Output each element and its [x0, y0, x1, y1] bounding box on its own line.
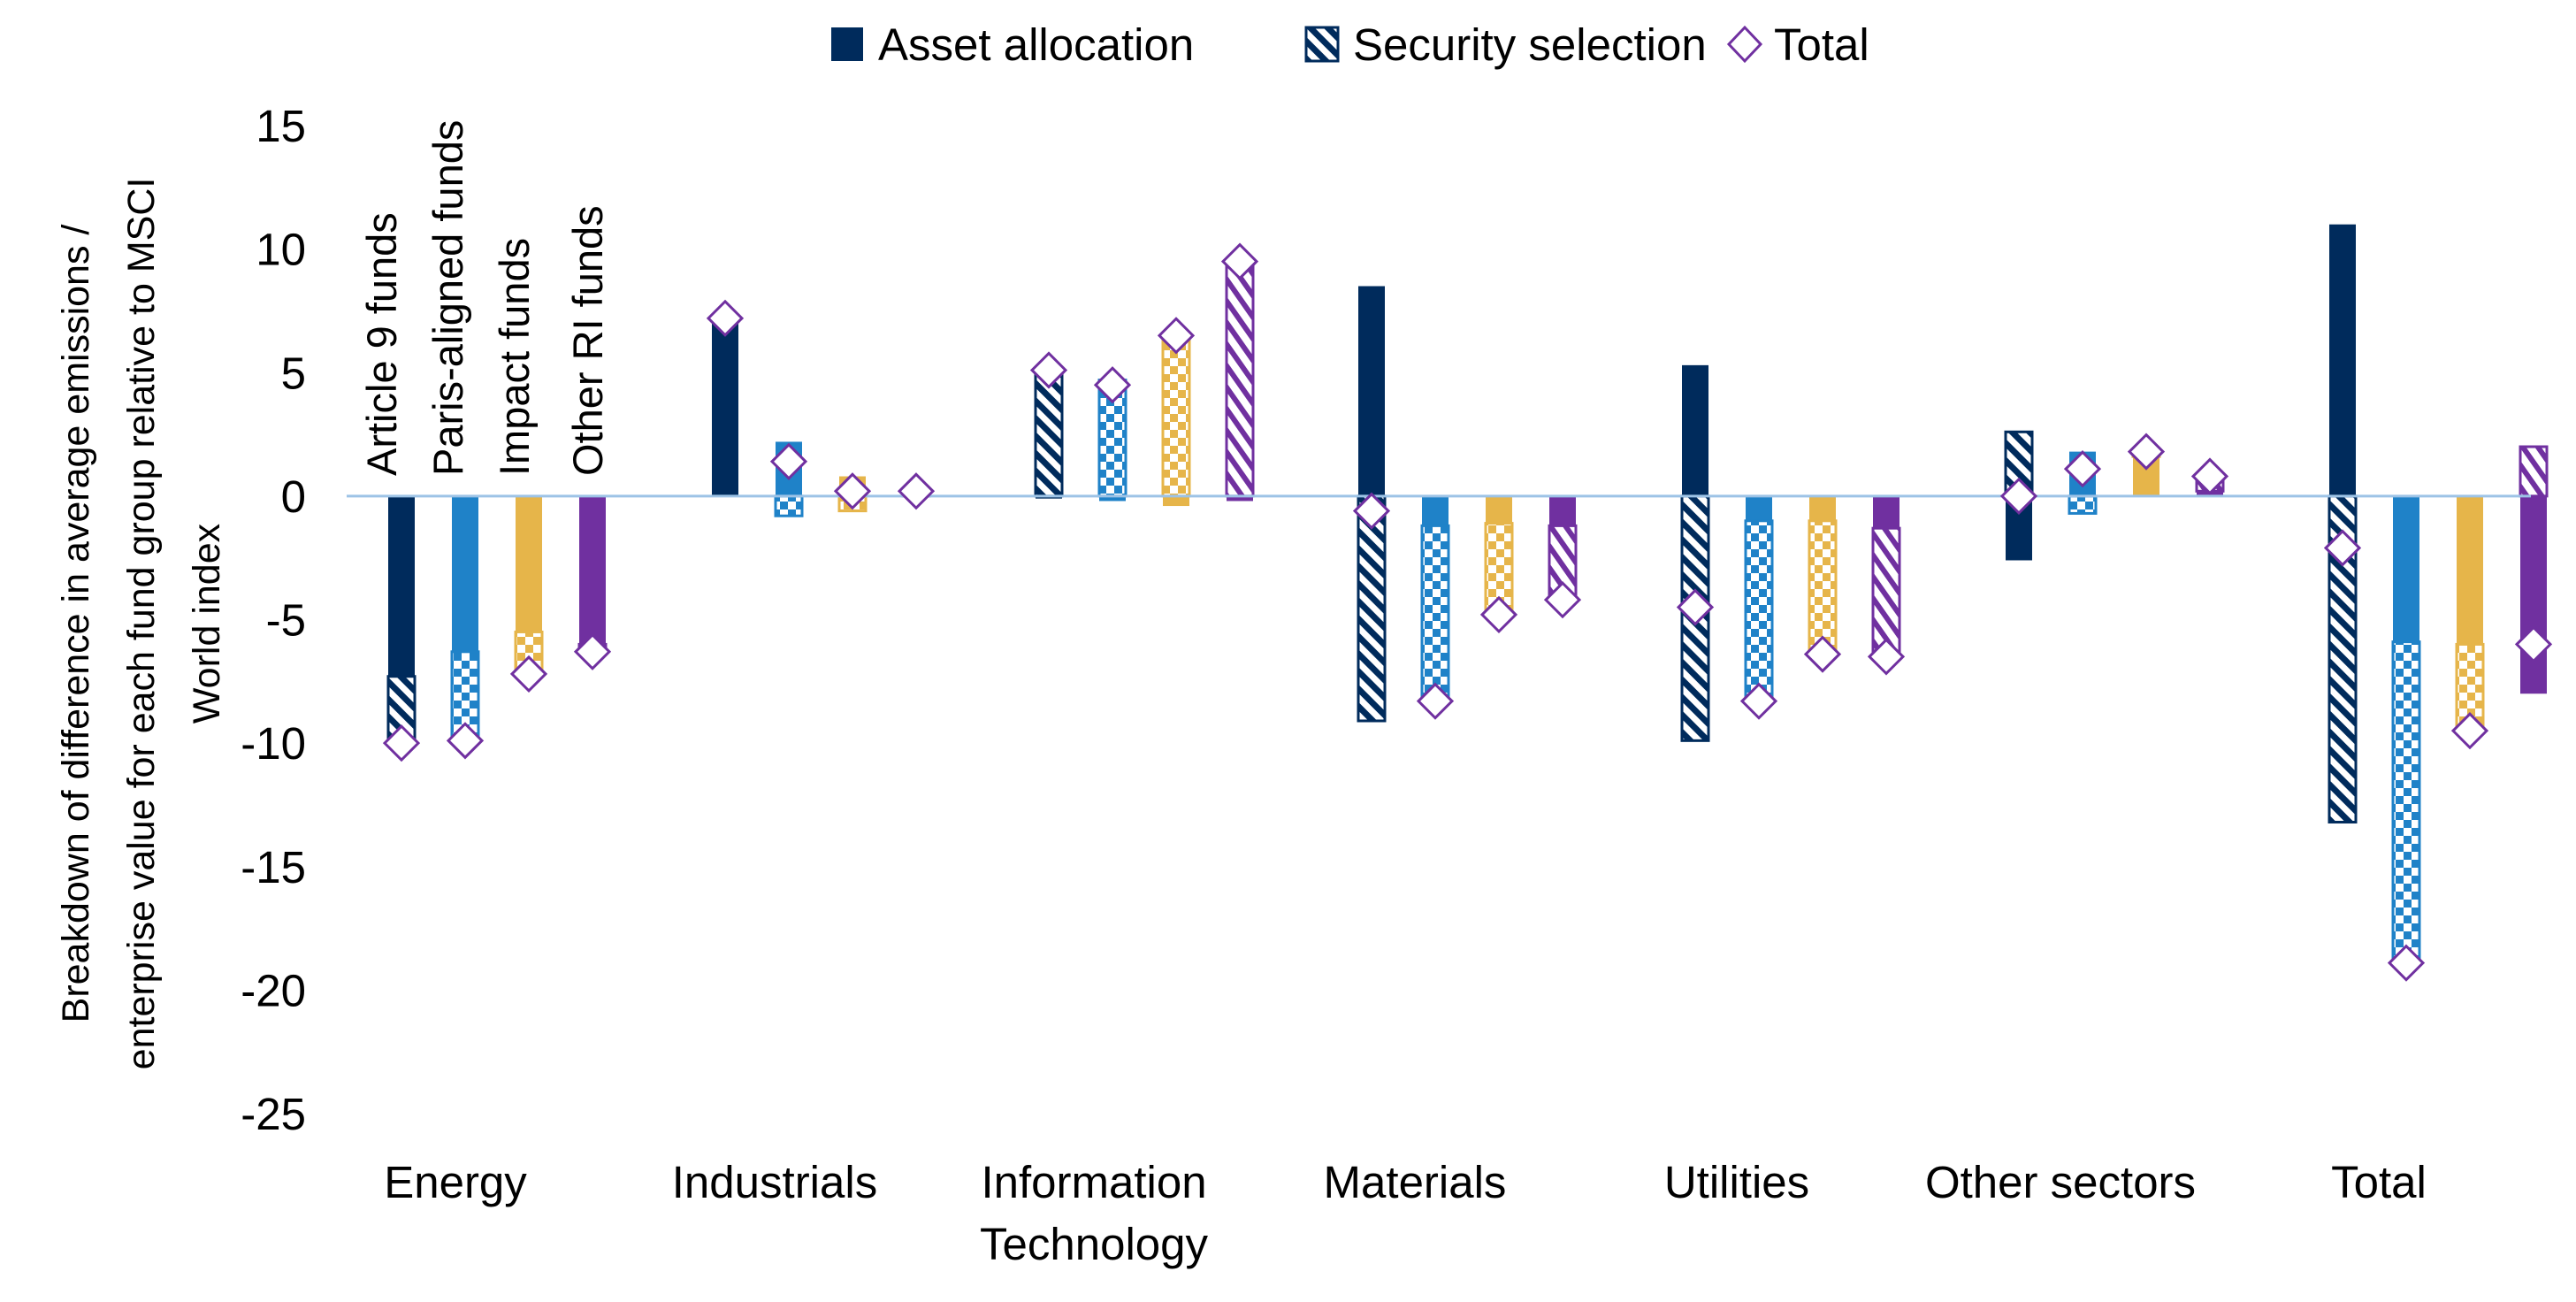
category-label-energy: Energy	[384, 1157, 527, 1207]
bar-security-materials-article-9-funds	[1357, 494, 1387, 723]
y-tick-label: ‑25	[241, 1089, 306, 1139]
total-marker-total-impact-funds	[2450, 712, 2489, 750]
total-marker-industrials-other-ri-funds	[897, 472, 936, 510]
total-marker-information-technology-paris-aligned-funds	[1093, 366, 1132, 404]
category-label-information-technology: Information	[981, 1157, 1206, 1207]
bar-asset-materials-paris-aligned-funds	[1422, 495, 1449, 526]
bar-asset-utilities-paris-aligned-funds	[1746, 495, 1772, 521]
y-axis-label-line-3: World index	[186, 523, 228, 724]
bar-asset-information-technology-impact-funds	[1163, 495, 1189, 507]
bar-security-total-other-ri-funds	[2519, 445, 2549, 498]
total-marker-materials-paris-aligned-funds	[1416, 682, 1455, 720]
bar-security-industrials-paris-aligned-funds	[774, 494, 804, 517]
bar-security-other-sectors-paris-aligned-funds	[2068, 494, 2098, 515]
total-markers	[382, 242, 2553, 982]
legend-total-label: Total	[1774, 19, 1869, 70]
fund-group-label-article-9-funds: Article 9 funds	[358, 212, 405, 476]
y-axis-label: Breakdown of difference in average emiss…	[55, 178, 228, 1070]
fund-group-labels: Article 9 funds Paris-aligned funds Impact…	[358, 120, 611, 476]
bar-asset-energy-paris-aligned-funds	[452, 495, 478, 652]
total-marker-information-technology-impact-funds	[1157, 317, 1196, 355]
total-marker-materials-impact-funds	[1479, 595, 1518, 634]
total-marker-energy-article-9-funds	[382, 724, 421, 762]
total-marker-energy-paris-aligned-funds	[446, 722, 485, 760]
total-marker-utilities-paris-aligned-funds	[1739, 682, 1778, 720]
bar-security-information-technology-other-ri-funds	[1225, 257, 1255, 498]
bar-asset-total-article-9-funds	[2329, 224, 2356, 496]
bar-asset-materials-article-9-funds	[1358, 286, 1385, 496]
y-tick-label: ‑20	[241, 965, 306, 1015]
total-marker-total-paris-aligned-funds	[2387, 944, 2426, 982]
y-tick-label: ‑15	[241, 842, 306, 892]
y-axis-ticks: 15 10 5 0 ‑5 ‑10 ‑15 ‑20 ‑25	[241, 101, 306, 1139]
y-axis-label-line-2: enterprise value for each fund group rel…	[120, 178, 163, 1070]
category-label-materials: Materials	[1324, 1157, 1507, 1207]
total-marker-other-sectors-other-ri-funds	[2190, 457, 2229, 495]
bar-asset-energy-impact-funds	[516, 495, 542, 632]
y-tick-label: 15	[256, 101, 306, 151]
total-marker-other-sectors-impact-funds	[2127, 433, 2166, 471]
bar-security-utilities-other-ri-funds	[1871, 526, 1901, 658]
fund-group-label-paris-aligned-funds: Paris-aligned funds	[424, 120, 471, 476]
y-tick-label: 0	[281, 471, 306, 522]
bar-asset-materials-other-ri-funds	[1549, 495, 1576, 526]
category-label-industrials: Industrials	[672, 1157, 877, 1207]
total-marker-total-other-ri-funds	[2514, 625, 2553, 663]
y-tick-label: 5	[281, 348, 306, 398]
bar-security-information-technology-impact-funds	[1161, 333, 1191, 498]
bar-security-total-paris-aligned-funds	[2391, 640, 2421, 962]
legend-security-swatch	[1304, 26, 1340, 63]
category-label-total: Total	[2331, 1157, 2427, 1207]
bar-asset-utilities-impact-funds	[1809, 495, 1836, 521]
total-marker-utilities-other-ri-funds	[1867, 638, 1906, 676]
bar-asset-information-technology-other-ri-funds	[1227, 495, 1253, 502]
category-label-other-sectors: Other sectors	[1925, 1157, 2196, 1207]
bar-security-utilities-paris-aligned-funds	[1744, 519, 1774, 703]
total-marker-industrials-paris-aligned-funds	[769, 442, 808, 480]
bar-asset-industrials-article-9-funds	[712, 320, 738, 496]
total-marker-industrials-article-9-funds	[706, 299, 745, 337]
bar-asset-utilities-article-9-funds	[1682, 364, 1708, 496]
category-label-information-technology: Technology	[980, 1219, 1209, 1269]
total-marker-other-sectors-article-9-funds	[1999, 477, 2038, 515]
total-marker-energy-impact-funds	[509, 655, 548, 693]
total-marker-energy-other-ri-funds	[573, 632, 612, 670]
bar-asset-utilities-other-ri-funds	[1873, 495, 1900, 529]
bar-asset-energy-article-9-funds	[388, 495, 415, 677]
total-marker-utilities-impact-funds	[1803, 635, 1842, 673]
total-marker-total-article-9-funds	[2323, 529, 2362, 567]
fund-group-label-impact-funds: Impact funds	[491, 238, 538, 476]
y-tick-label: 10	[256, 225, 306, 275]
bar-security-utilities-impact-funds	[1808, 519, 1838, 656]
y-axis-label-line-1: Breakdown of difference in average emiss…	[55, 225, 97, 1023]
bar-security-materials-paris-aligned-funds	[1420, 524, 1450, 703]
category-label-utilities: Utilities	[1664, 1157, 1809, 1207]
legend: Asset allocation Security selection Tota…	[831, 19, 1869, 70]
bars	[386, 224, 2549, 962]
y-tick-label: ‑10	[241, 718, 306, 769]
bar-asset-energy-other-ri-funds	[579, 495, 606, 645]
fund-group-label-other-ri-funds: Other RI funds	[564, 205, 611, 476]
total-marker-utilities-article-9-funds	[1676, 588, 1715, 626]
bar-asset-materials-impact-funds	[1486, 495, 1512, 524]
total-marker-materials-article-9-funds	[1352, 492, 1391, 530]
legend-asset-label: Asset allocation	[878, 19, 1194, 70]
total-marker-information-technology-other-ri-funds	[1220, 242, 1259, 280]
legend-asset-swatch	[831, 27, 863, 61]
bar-asset-total-other-ri-funds	[2520, 495, 2547, 694]
total-marker-industrials-impact-funds	[833, 472, 872, 510]
total-marker-materials-other-ri-funds	[1543, 581, 1582, 619]
total-marker-other-sectors-paris-aligned-funds	[2063, 450, 2102, 488]
legend-total-marker	[1726, 25, 1763, 64]
total-marker-information-technology-article-9-funds	[1029, 351, 1068, 389]
bar-asset-information-technology-paris-aligned-funds	[1099, 495, 1126, 502]
bar-asset-total-paris-aligned-funds	[2393, 495, 2419, 642]
bar-asset-total-impact-funds	[2457, 495, 2483, 645]
y-tick-label: ‑5	[266, 595, 306, 646]
category-labels: Energy Industrials Information Technology Ma…	[384, 1157, 2427, 1269]
legend-security-label: Security selection	[1353, 19, 1707, 70]
